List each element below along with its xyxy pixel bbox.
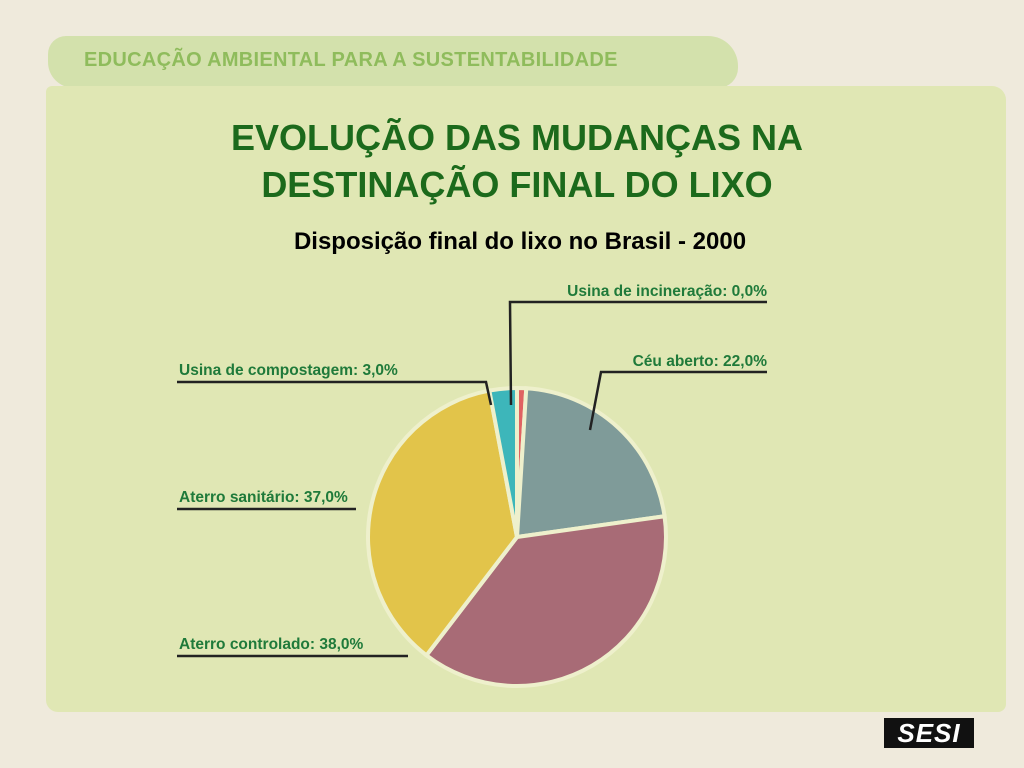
- pie-slice-aterro-controlado: [423, 513, 668, 688]
- leader-line-compostagem: [177, 380, 493, 406]
- leader-line-incineracao: [508, 300, 767, 406]
- slice-label-ceu-aberto: Céu aberto: 22,0%: [633, 353, 768, 370]
- slide-title-line2: DESTINAÇÃO FINAL DO LIXO: [261, 164, 773, 205]
- pie-slice-aterro-sanit-rio: [366, 388, 520, 659]
- slice-label-controlado: Aterro controlado: 38,0%: [179, 636, 364, 653]
- slide-title: EVOLUÇÃO DAS MUDANÇAS NA DESTINAÇÃO FINA…: [0, 114, 1024, 208]
- slide-title-line1: EVOLUÇÃO DAS MUDANÇAS NA: [230, 117, 803, 158]
- sesi-logo: SESI: [884, 718, 974, 748]
- header-banner-text: EDUCAÇÃO AMBIENTAL PARA A SUSTENTABILIDA…: [84, 49, 618, 71]
- chart-title: Disposição final do lixo no Brasil - 200…: [293, 228, 747, 255]
- pie-slice-usina-de-compostagem: [487, 385, 519, 538]
- header-banner: [48, 36, 738, 88]
- slice-label-incineracao: Usina de incineração: 0,0%: [567, 283, 767, 300]
- pie-slice-c-u-aberto: [514, 386, 667, 540]
- slice-label-compostagem: Usina de compostagem: 3,0%: [179, 362, 398, 379]
- slice-label-sanitario: Aterro sanitário: 37,0%: [179, 489, 348, 506]
- leader-line-ceu-aberto: [588, 370, 767, 431]
